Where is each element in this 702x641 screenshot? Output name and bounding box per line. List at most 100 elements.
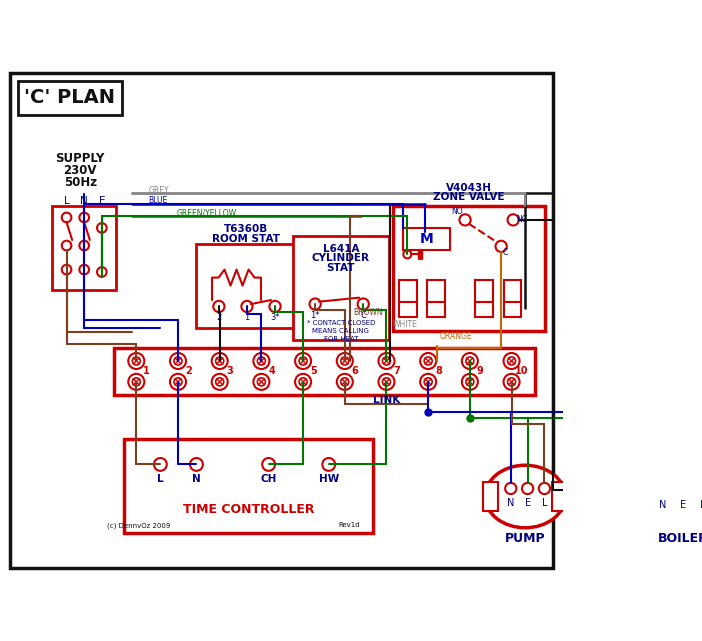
Circle shape [299, 357, 307, 365]
Circle shape [383, 378, 390, 386]
Text: 2: 2 [185, 367, 192, 376]
Circle shape [378, 353, 395, 369]
Text: 6: 6 [352, 367, 359, 376]
Circle shape [132, 378, 140, 386]
Text: 1*: 1* [310, 311, 320, 320]
Text: WHITE: WHITE [393, 320, 418, 329]
Text: GREY: GREY [148, 186, 169, 195]
Circle shape [383, 357, 390, 365]
Circle shape [79, 265, 89, 274]
Circle shape [337, 374, 353, 390]
Circle shape [295, 374, 311, 390]
Bar [293, 236, 389, 340]
Circle shape [466, 357, 474, 365]
Circle shape [522, 483, 534, 494]
Circle shape [174, 357, 182, 365]
Text: 10: 10 [515, 367, 529, 376]
Circle shape [503, 353, 519, 369]
Circle shape [216, 378, 224, 386]
Text: BOILER: BOILER [658, 531, 702, 545]
Text: * CONTACT CLOSED: * CONTACT CLOSED [307, 319, 375, 326]
Bar [484, 482, 498, 511]
Text: SUPPLY: SUPPLY [55, 152, 105, 165]
Text: 7: 7 [394, 367, 400, 376]
Text: PUMP: PUMP [505, 531, 545, 545]
Bar [475, 303, 493, 317]
Circle shape [97, 223, 107, 233]
Text: L: L [157, 474, 164, 484]
Text: 1: 1 [244, 313, 250, 322]
Text: GREEN/YELLOW: GREEN/YELLOW [176, 208, 237, 217]
Circle shape [310, 299, 321, 310]
Circle shape [128, 374, 145, 390]
Circle shape [462, 374, 478, 390]
Text: 1: 1 [143, 367, 150, 376]
Circle shape [128, 353, 145, 369]
Text: V4043H: V4043H [446, 183, 492, 193]
Bar [399, 280, 417, 303]
Circle shape [340, 378, 349, 386]
Bar [552, 482, 567, 511]
Bar [475, 280, 493, 303]
Circle shape [658, 485, 669, 495]
Bar [399, 303, 417, 317]
Bar [197, 244, 297, 328]
Circle shape [216, 357, 224, 365]
Text: CYLINDER: CYLINDER [312, 253, 370, 263]
Text: C: C [503, 248, 508, 257]
Circle shape [459, 214, 470, 226]
Circle shape [253, 374, 270, 390]
Circle shape [190, 458, 203, 471]
Circle shape [213, 301, 225, 312]
Text: 3: 3 [227, 367, 234, 376]
Circle shape [503, 374, 519, 390]
Text: 9: 9 [477, 367, 484, 376]
Circle shape [170, 374, 186, 390]
Text: E: E [524, 498, 531, 508]
Bar [114, 348, 535, 395]
Circle shape [241, 301, 253, 312]
Text: ORANGE: ORANGE [439, 331, 472, 340]
Text: ZONE VALVE: ZONE VALVE [433, 192, 505, 203]
Text: 3*: 3* [270, 313, 280, 322]
Bar [404, 228, 450, 251]
Text: N: N [507, 498, 515, 508]
Circle shape [258, 378, 265, 386]
Circle shape [508, 357, 515, 365]
Text: 4: 4 [268, 367, 275, 376]
Circle shape [79, 241, 89, 251]
Text: FOR HEAT: FOR HEAT [324, 335, 358, 342]
Circle shape [299, 378, 307, 386]
Text: NO: NO [451, 207, 463, 217]
Bar [52, 206, 117, 290]
Bar [393, 206, 545, 331]
Bar [428, 303, 445, 317]
Bar [503, 280, 521, 303]
Text: N: N [192, 474, 201, 484]
Text: 230V: 230V [63, 163, 97, 177]
Text: 'C' PLAN: 'C' PLAN [25, 88, 115, 108]
Text: N: N [80, 196, 88, 206]
Circle shape [508, 214, 519, 226]
Circle shape [340, 357, 349, 365]
Circle shape [253, 353, 270, 369]
Circle shape [212, 353, 227, 369]
Text: 5: 5 [310, 367, 317, 376]
Text: M: M [420, 232, 433, 246]
Text: LINK: LINK [373, 395, 400, 405]
Circle shape [698, 485, 702, 495]
Circle shape [424, 357, 432, 365]
Circle shape [62, 213, 72, 222]
Circle shape [170, 353, 186, 369]
Text: 50Hz: 50Hz [64, 176, 97, 188]
Text: C: C [360, 311, 366, 320]
Text: BLUE: BLUE [148, 196, 168, 205]
Text: L: L [701, 499, 702, 510]
Circle shape [508, 378, 515, 386]
Circle shape [404, 251, 411, 258]
Circle shape [270, 301, 281, 312]
Text: E: E [680, 499, 687, 510]
Circle shape [337, 353, 353, 369]
Circle shape [466, 378, 474, 386]
Circle shape [357, 299, 369, 310]
